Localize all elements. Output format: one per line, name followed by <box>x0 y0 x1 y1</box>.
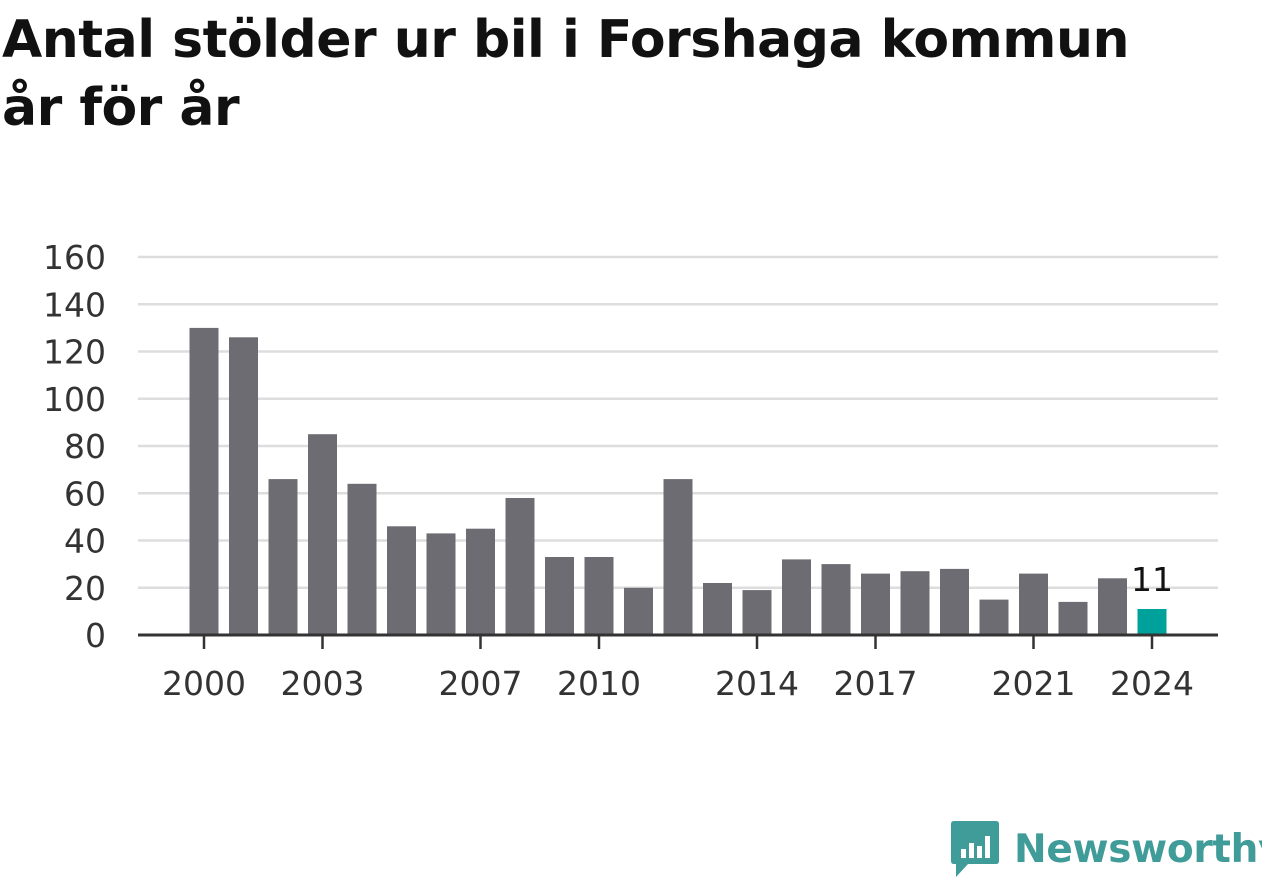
y-tick-label-160: 160 <box>43 238 106 277</box>
y-tick-label-60: 60 <box>64 474 106 513</box>
bar-2018 <box>900 571 930 635</box>
y-tick-label-0: 0 <box>85 616 106 655</box>
x-tick-label-2014: 2014 <box>715 664 799 703</box>
bar-2022 <box>1058 601 1088 635</box>
bar-2005 <box>387 526 416 635</box>
bar-2016 <box>821 564 851 635</box>
bar-2008 <box>505 498 535 635</box>
bar-2014 <box>742 590 772 635</box>
x-axis <box>138 633 1218 649</box>
bar-2007 <box>466 528 495 635</box>
bar-2015 <box>782 559 811 635</box>
bar-2010 <box>584 557 614 635</box>
x-tick-label-2024: 2024 <box>1110 664 1194 703</box>
newsworthy-logo-icon <box>951 821 999 877</box>
bar-2001 <box>229 337 258 635</box>
y-tick-label-80: 80 <box>64 427 106 466</box>
tick-labels: 0 20 40 60 80 100 120 140 160 11 2000 2003 2007 2010 2… <box>43 238 1194 703</box>
x-tick-label-2010: 2010 <box>557 664 641 703</box>
bar-2023 <box>1098 578 1127 635</box>
bar-2013 <box>703 583 732 635</box>
x-tick-label-2021: 2021 <box>992 664 1076 703</box>
newsworthy-brand: Newsworthy <box>950 818 1262 880</box>
bar-2021 <box>1019 573 1048 635</box>
y-tick-label-40: 40 <box>64 522 106 561</box>
bar-2000 <box>189 327 219 635</box>
chart-title-line-2: år för år <box>2 78 240 138</box>
y-tick-label-20: 20 <box>64 569 106 608</box>
bar-2009 <box>545 557 574 635</box>
x-tick-label-2017: 2017 <box>834 664 918 703</box>
x-tick-label-2007: 2007 <box>439 664 523 703</box>
x-tick-label-2000: 2000 <box>162 664 246 703</box>
bar-2024 <box>1137 609 1167 635</box>
chart-title: Antal stölder ur bil i Forshaga kommun å… <box>2 6 1252 142</box>
bar-2004 <box>347 483 377 635</box>
bars <box>189 327 1167 636</box>
bar-2012 <box>663 479 693 635</box>
brand-name: Newsworthy <box>1014 826 1262 872</box>
bar-2003 <box>308 434 337 635</box>
y-tick-label-120: 120 <box>43 333 106 372</box>
bar-2019 <box>940 568 969 635</box>
x-tick-label-2003: 2003 <box>281 664 365 703</box>
y-tick-label-140: 140 <box>43 285 106 324</box>
chart-title-line-1: Antal stölder ur bil i Forshaga kommun <box>2 10 1129 70</box>
bar-2011 <box>624 587 653 636</box>
bar-2017 <box>861 573 890 635</box>
bar-2002 <box>268 479 298 635</box>
bar-2006 <box>426 533 456 635</box>
data-label-2024: 11 <box>1131 560 1173 599</box>
bar-2020 <box>979 599 1009 635</box>
y-tick-label-100: 100 <box>43 380 106 419</box>
